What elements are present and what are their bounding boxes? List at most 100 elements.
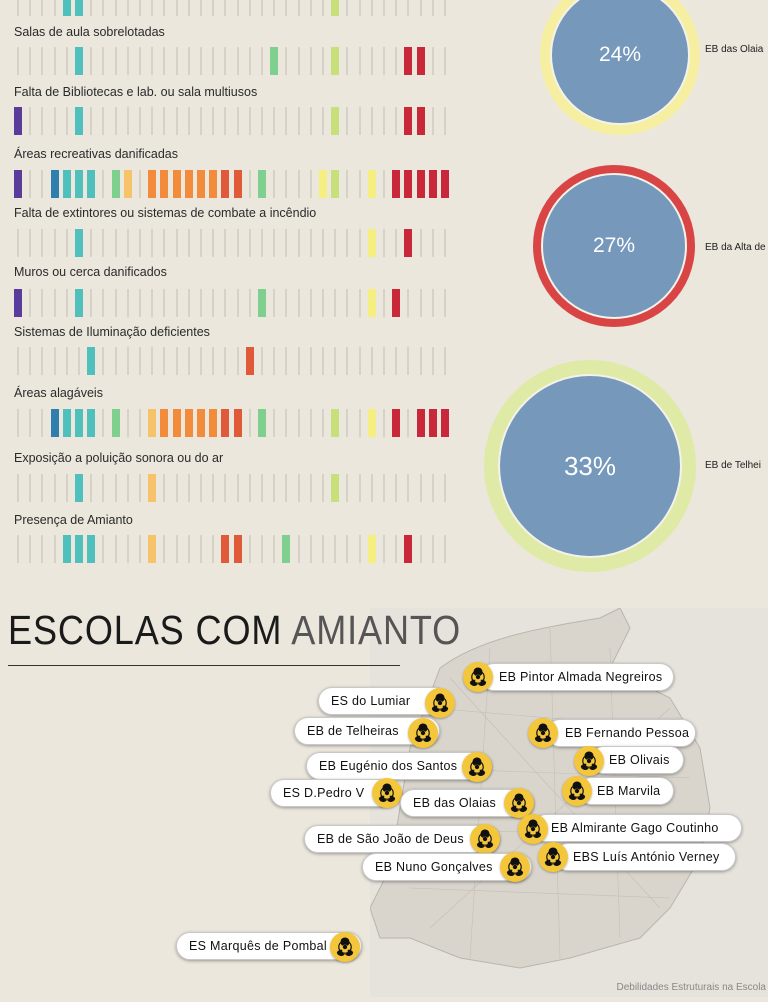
school-bar-empty — [383, 47, 385, 75]
school-bar-empty — [29, 0, 32, 16]
school-bar-empty — [273, 229, 276, 257]
school-name: EB Marvila — [597, 784, 661, 798]
school-bar-empty — [126, 347, 129, 375]
school-bar-empty — [431, 107, 434, 135]
school-bar-filled — [221, 409, 230, 437]
school-bar-empty — [322, 535, 324, 563]
school-bar-filled — [75, 289, 83, 317]
school-bar-empty — [114, 47, 117, 75]
school-bar-empty — [187, 289, 190, 317]
school-bar-empty — [17, 535, 19, 563]
school-bar-empty — [212, 535, 215, 563]
school-bar-filled — [416, 409, 425, 437]
school-bar-empty — [297, 170, 300, 198]
school-bar-filled — [221, 535, 230, 563]
school-bar-empty — [261, 47, 263, 75]
school-bar-empty — [248, 229, 251, 257]
school-bar-filled — [428, 170, 437, 198]
school-bar-empty — [419, 535, 422, 563]
biohazard-icon — [408, 718, 438, 748]
school-bar-filled — [75, 474, 83, 502]
school-bar-empty — [212, 289, 215, 317]
biohazard-icon — [538, 842, 568, 872]
school-bar-empty — [139, 47, 141, 75]
school-bar-empty — [65, 347, 68, 375]
school-bar-empty — [285, 289, 288, 317]
school-bar-empty — [224, 0, 227, 16]
school-pill: EB Almirante Gago Coutinho — [532, 814, 742, 842]
school-bar-filled — [75, 0, 83, 16]
school-bar-empty — [444, 47, 446, 75]
school-bar-empty — [322, 107, 324, 135]
school-bar-empty — [41, 289, 44, 317]
school-bar-empty — [163, 347, 166, 375]
school-bar-filled — [367, 409, 376, 437]
school-bar-filled — [50, 170, 59, 198]
school-bar-empty — [139, 474, 141, 502]
school-bar-empty — [261, 535, 263, 563]
school-bar-empty — [175, 229, 178, 257]
school-bar-filled — [404, 107, 413, 135]
school-name: EB de Telheiras — [307, 724, 399, 738]
school-bar-empty — [444, 229, 446, 257]
school-name: EBS Luís António Verney — [573, 850, 720, 864]
school-bar-filled — [14, 107, 22, 135]
row-bar-strip — [14, 409, 454, 437]
school-bar-empty — [151, 347, 154, 375]
school-bar-filled — [209, 170, 218, 198]
circle-school-label: EB das Olaia — [705, 44, 764, 55]
school-bar-empty — [395, 474, 398, 502]
school-bar-filled — [367, 229, 376, 257]
biohazard-icon — [518, 814, 548, 844]
school-bar-filled — [197, 409, 205, 437]
school-bar-filled — [221, 170, 230, 198]
school-bar-empty — [200, 107, 202, 135]
school-bar-empty — [29, 289, 32, 317]
school-bar-empty — [114, 347, 117, 375]
school-bar-empty — [346, 107, 349, 135]
school-bar-empty — [236, 289, 239, 317]
school-bar-filled — [331, 474, 340, 502]
row-bar-strip — [14, 47, 454, 75]
school-bar-empty — [334, 535, 337, 563]
school-bar-empty — [236, 107, 239, 135]
school-bar-empty — [200, 347, 202, 375]
school-bar-empty — [431, 289, 434, 317]
school-bar-empty — [297, 535, 300, 563]
school-bar-filled — [87, 535, 96, 563]
school-bar-empty — [297, 0, 300, 16]
row-label: Muros ou cerca danificados — [14, 265, 167, 279]
school-bar-empty — [224, 474, 227, 502]
school-bar-empty — [273, 289, 276, 317]
school-name: EB Olivais — [609, 753, 670, 767]
school-bar-empty — [358, 535, 361, 563]
section-title: ESCOLAS COM AMIANTO — [8, 607, 462, 653]
school-bar-empty — [297, 347, 300, 375]
school-bar-filled — [148, 409, 157, 437]
school-bar-empty — [358, 229, 361, 257]
school-bar-empty — [53, 47, 56, 75]
school-bar-empty — [102, 0, 105, 16]
school-bar-filled — [172, 409, 181, 437]
school-bar-empty — [334, 289, 337, 317]
school-bar-empty — [273, 535, 276, 563]
school-bar-filled — [111, 170, 120, 198]
row-label: Falta de Bibliotecas e lab. ou sala mult… — [14, 85, 258, 99]
school-bar-empty — [126, 289, 129, 317]
school-bar-empty — [224, 289, 227, 317]
school-bar-filled — [14, 289, 22, 317]
school-bar-empty — [187, 347, 190, 375]
school-name: ES do Lumiar — [331, 694, 411, 708]
school-bar-empty — [212, 229, 215, 257]
school-bar-filled — [87, 409, 96, 437]
school-pill: EB Pintor Almada Negreiros — [480, 663, 674, 691]
school-bar-filled — [184, 170, 193, 198]
school-bar-empty — [53, 347, 56, 375]
school-bar-empty — [297, 47, 300, 75]
school-bar-empty — [151, 47, 154, 75]
biohazard-icon — [562, 776, 592, 806]
school-bar-empty — [175, 347, 178, 375]
school-bar-empty — [395, 535, 398, 563]
school-name: ES Marquês de Pombal — [189, 939, 328, 953]
school-bar-empty — [419, 347, 422, 375]
